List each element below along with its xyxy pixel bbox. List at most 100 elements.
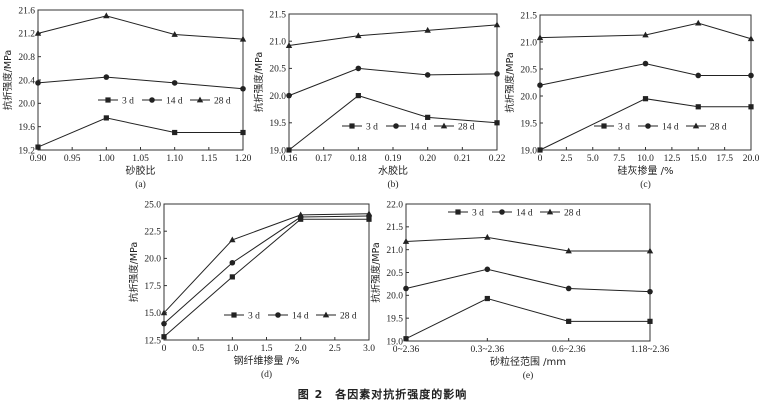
x-tick-label: 0.90 (30, 154, 47, 164)
legend-marker (455, 209, 461, 215)
legend-marker (149, 97, 155, 103)
x-tick-label: 1.05 (132, 154, 149, 164)
data-point (171, 31, 178, 37)
y-axis-label: 抗折强度/MPa (504, 52, 516, 113)
x-tick-label: 1.20 (235, 154, 252, 164)
data-point (695, 19, 702, 26)
series-3d (35, 115, 246, 150)
data-point (355, 93, 361, 99)
legend-marker (196, 96, 204, 103)
legend-label: 3 d (618, 123, 630, 133)
legend-label: 14 d (410, 123, 427, 133)
data-point (403, 285, 409, 292)
chart-panel-b: 0.16 0.17 0.18 0.19 0.20 0.21 0.22 19.0 19.5 20.0… (253, 10, 506, 190)
data-point (748, 104, 754, 110)
data-point (285, 42, 293, 48)
legend-marker (349, 123, 355, 129)
y-tick-label: 20.5 (269, 65, 286, 75)
legend-label: 3 d (248, 312, 260, 322)
data-point (646, 247, 654, 254)
panel-label: (b) (387, 179, 398, 190)
x-tick-label: 0.16 (281, 154, 298, 164)
x-tick-label: 12.5 (664, 154, 681, 164)
y-axis-label: 抗折强度/MPa (370, 242, 382, 303)
data-point (642, 96, 649, 102)
x-tick-label: 17.5 (716, 154, 733, 164)
data-point (642, 31, 649, 38)
legend: 3 d 14 d 28 d (448, 209, 581, 219)
y-tick-label: 21.0 (520, 38, 537, 48)
series-line (163, 215, 370, 325)
y-tick-label: 21.5 (520, 11, 537, 21)
series-14d (161, 213, 372, 327)
x-tick-label: 0.3~2.36 (471, 345, 505, 355)
series-28d (160, 210, 373, 316)
series-line (37, 76, 244, 90)
legend: 3 d 14 d 28 d (98, 97, 231, 107)
data-point (365, 210, 373, 217)
x-tick-label: 0.22 (489, 154, 506, 164)
data-point (425, 114, 431, 120)
panel-label: (a) (135, 179, 146, 190)
data-point (229, 259, 236, 266)
legend-label: 28 d (340, 312, 357, 322)
series-28d (536, 19, 755, 42)
figure-caption: 图 2 各因素对抗折强度的影响 (297, 388, 468, 401)
data-point (161, 320, 167, 327)
y-tick-label: 25.0 (144, 200, 161, 210)
data-point (493, 21, 501, 28)
series-line (288, 95, 498, 151)
data-point (747, 35, 755, 42)
x-tick-label: 0.6~2.36 (552, 345, 586, 355)
series-3d (403, 295, 653, 342)
x-tick-label: 0.20 (419, 154, 436, 164)
y-tick-label: 19.2 (18, 146, 35, 156)
x-tick-label: 1.5 (261, 344, 273, 354)
x-tick-label: 1.00 (98, 154, 115, 164)
data-point (103, 12, 110, 19)
legend-marker (601, 123, 607, 129)
y-axis-label: 抗折强度/MPa (128, 242, 140, 303)
y-tick-label: 19.0 (269, 146, 286, 156)
x-tick-label: 0 (538, 154, 543, 164)
panel-label: (c) (640, 179, 651, 190)
data-point (172, 129, 178, 136)
data-point (286, 92, 292, 99)
data-point (424, 72, 431, 78)
series-line (37, 15, 244, 40)
data-point (355, 32, 362, 39)
y-tick-label: 21.5 (269, 10, 286, 20)
x-tick-label: 0.19 (385, 154, 402, 164)
x-tick-label: 0.18 (350, 154, 367, 164)
y-tick-label: 21.0 (269, 38, 286, 48)
x-tick-label: 1.18~2.36 (631, 345, 670, 355)
series-28d (402, 233, 654, 254)
data-point (484, 266, 491, 273)
legend: 3 d 14 d 28 d (224, 312, 357, 322)
y-tick-label: 15.0 (144, 309, 161, 319)
series-line (405, 297, 650, 340)
x-axis-label: 砂胶比 (126, 164, 156, 177)
legend-marker (322, 311, 330, 318)
series-28d (285, 21, 501, 48)
x-tick-label: 2.5 (560, 154, 572, 164)
y-tick-label: 12.5 (144, 336, 161, 346)
y-tick-label: 19.5 (520, 119, 537, 129)
data-point (34, 29, 42, 36)
y-tick-label: 19.5 (386, 314, 403, 324)
legend: 3 d 14 d 28 d (342, 123, 475, 133)
data-point (103, 115, 109, 121)
series-14d (537, 60, 754, 88)
chart-panel-d: 0 0.5 1.0 1.5 2.0 2.5 3.0 12.5 15.0 17.5 20.0 22.5 2… (128, 200, 375, 380)
data-point (35, 144, 41, 150)
legend-marker (105, 97, 111, 103)
data-point (642, 60, 649, 67)
data-point (103, 74, 110, 80)
y-tick-label: 21.0 (386, 246, 403, 256)
x-tick-label: 7.5 (613, 154, 625, 164)
x-tick-label: 15.0 (690, 154, 707, 164)
data-point (494, 71, 500, 77)
data-point (366, 216, 372, 222)
y-tick-label: 21.5 (386, 223, 403, 233)
